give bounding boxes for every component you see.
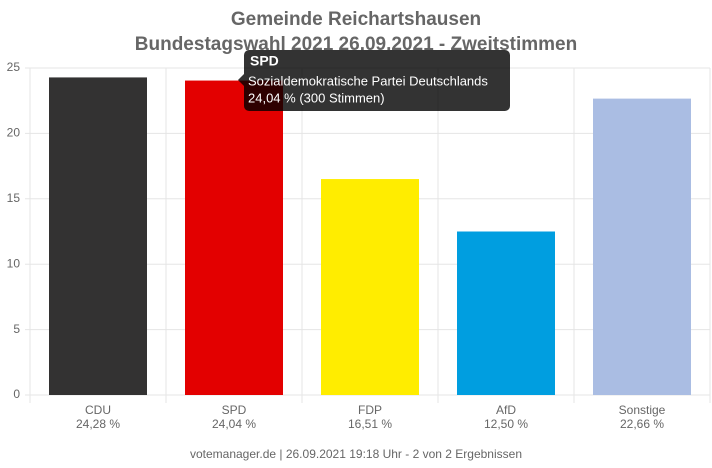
bar — [593, 98, 691, 395]
x-value-label: 24,28 % — [76, 417, 120, 431]
y-tick-label: 20 — [7, 126, 21, 140]
tooltip-box — [244, 50, 510, 111]
bar — [185, 80, 283, 396]
footer: votemanager.de | 26.09.2021 19:18 Uhr - … — [190, 447, 522, 461]
y-tick-label: 25 — [7, 60, 21, 74]
x-tick-label: SPD — [222, 403, 247, 417]
tooltip-line: Sozialdemokratische Partei Deutschlands — [248, 73, 488, 88]
x-tick-label: CDU — [85, 403, 111, 417]
tooltip: SPD Sozialdemokratische Partei Deutschlan… — [238, 50, 510, 111]
y-tick-label: 10 — [7, 256, 21, 270]
y-tick-label: 15 — [7, 191, 21, 205]
bar — [321, 179, 419, 395]
y-tick-label: 5 — [13, 322, 20, 336]
y-tick-label: 0 — [13, 387, 20, 401]
x-tick-label: Sonstige — [619, 403, 666, 417]
tooltip-line: 24,04 % (300 Stimmen) — [248, 90, 385, 105]
chart-title: Gemeinde Reichartshausen — [231, 9, 481, 30]
x-value-label: 22,66 % — [620, 417, 664, 431]
bar — [457, 231, 555, 395]
x-value-label: 24,04 % — [212, 417, 256, 431]
tooltip-title: SPD — [250, 53, 279, 69]
chart-subtitle: Bundestagswahl 2021 26.09.2021 - Zweitst… — [135, 34, 577, 55]
x-tick-label: FDP — [358, 403, 382, 417]
x-tick-label: AfD — [496, 403, 516, 417]
tooltip-caret — [238, 74, 244, 86]
x-value-label: 16,51 % — [348, 417, 392, 431]
bar — [49, 77, 147, 395]
x-value-label: 12,50 % — [484, 417, 528, 431]
